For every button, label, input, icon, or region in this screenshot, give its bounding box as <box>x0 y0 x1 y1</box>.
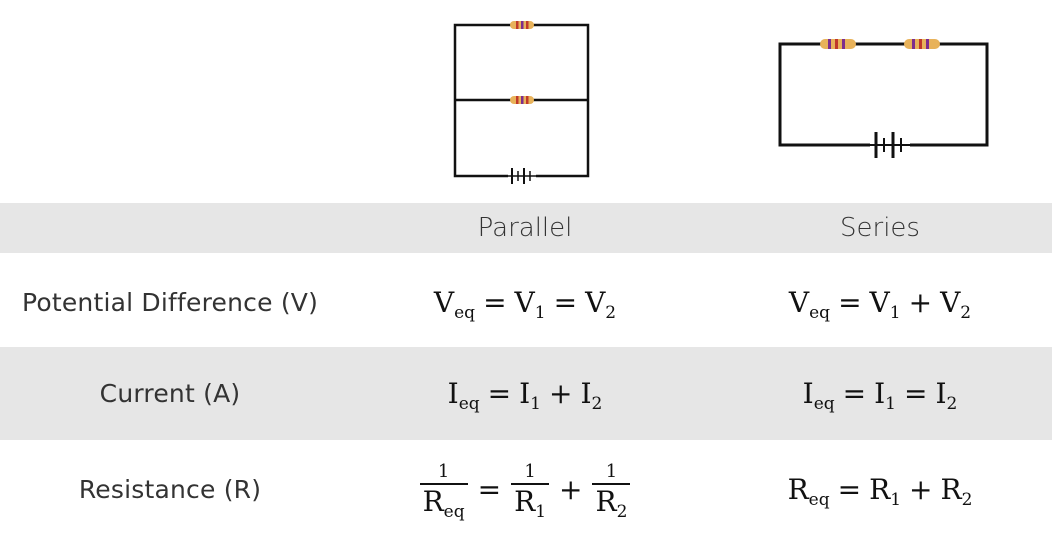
series-battery <box>870 132 910 158</box>
eq-term: I2 <box>580 377 603 414</box>
eq-term: Veq <box>788 285 831 323</box>
eq-voltage-parallel: Veq = V1 = V2 <box>400 257 650 347</box>
eq-denominator: Req <box>419 482 468 520</box>
eq-term: Ieq <box>802 377 835 414</box>
eq-operator: = <box>838 285 862 319</box>
parallel-circuit-diagram <box>453 21 590 184</box>
eq-current-parallel: Ieq = I1 + I2 <box>400 347 650 440</box>
row-label-current: Current (A) <box>99 379 241 408</box>
eq-term: R2 <box>940 473 973 510</box>
eq-fraction: 1 R1 <box>511 460 550 520</box>
header-series: Series <box>840 213 920 243</box>
eq-term: Req <box>787 473 830 510</box>
header-parallel: Parallel <box>477 213 573 243</box>
eq-operator: + <box>559 473 583 506</box>
eq-operator: + <box>908 285 933 319</box>
eq-term: Veq <box>433 285 476 323</box>
eq-operator: + <box>909 473 933 506</box>
eq-fraction: 1 Req <box>419 460 468 520</box>
eq-operator: + <box>549 377 573 410</box>
eq-term: V1 <box>869 285 901 323</box>
eq-term: R1 <box>869 473 902 510</box>
series-resistor-1 <box>820 39 856 49</box>
eq-term: I1 <box>519 377 541 414</box>
row-label-resistance: Resistance (R) <box>78 475 262 504</box>
header-row-label <box>0 203 340 253</box>
row-label-potential-difference: Potential Difference (V) <box>21 287 319 317</box>
eq-operator: = <box>837 473 862 506</box>
eq-operator: = <box>553 285 578 319</box>
header-band <box>0 203 1052 253</box>
eq-numerator: 1 <box>524 460 536 482</box>
eq-term: V2 <box>940 285 972 323</box>
eq-denominator: R2 <box>592 482 631 520</box>
parallel-battery <box>508 168 536 184</box>
eq-fraction: 1 R2 <box>592 460 631 520</box>
eq-term: I2 <box>935 377 958 414</box>
eq-numerator: 1 <box>437 460 450 482</box>
eq-operator: = <box>842 377 867 410</box>
eq-numerator: 1 <box>605 460 618 482</box>
row-band-current <box>0 347 1052 440</box>
eq-resistance-parallel: 1 Req = 1 R1 + 1 R2 <box>400 440 650 539</box>
eq-denominator: R1 <box>511 482 550 520</box>
eq-term: V2 <box>585 285 617 323</box>
eq-resistance-series: Req = R1 + R2 <box>755 440 1005 539</box>
eq-operator: = <box>487 377 512 410</box>
eq-operator: = <box>904 377 928 410</box>
eq-term: Ieq <box>447 377 480 414</box>
eq-operator: = <box>483 285 507 319</box>
series-resistor-2 <box>904 39 940 49</box>
series-circuit-wires <box>778 42 989 147</box>
eq-term: V1 <box>514 285 546 323</box>
series-circuit-diagram <box>778 39 989 158</box>
parallel-resistor-top <box>510 21 534 29</box>
eq-term: I1 <box>874 377 896 414</box>
parallel-resistor-middle <box>510 96 534 104</box>
eq-operator: = <box>477 473 502 506</box>
eq-voltage-series: Veq = V1 + V2 <box>755 257 1005 347</box>
eq-current-series: Ieq = I1 = I2 <box>755 347 1005 440</box>
